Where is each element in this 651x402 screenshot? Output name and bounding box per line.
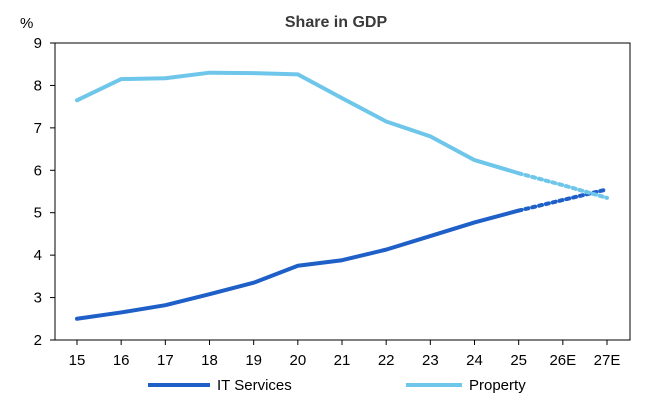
chart-title: Share in GDP — [285, 14, 388, 31]
plot-area-frame — [54, 42, 631, 341]
x-tick-label: 15 — [69, 352, 86, 369]
x-tick-label: 27E — [594, 352, 621, 369]
y-tick-label: 5 — [34, 205, 42, 222]
property-projection-line — [516, 171, 609, 200]
property-legend-label: Property — [469, 377, 526, 394]
it-services-series-line — [75, 208, 521, 321]
y-axis: 2 3 4 5 6 7 8 9 — [34, 35, 55, 349]
y-tick-label: 2 — [34, 332, 42, 349]
legend: IT Services Property — [148, 377, 526, 394]
x-tick-label: 19 — [245, 352, 262, 369]
y-tick-label: 7 — [34, 120, 42, 137]
y-tick-label: 4 — [34, 247, 42, 264]
x-tick-label: 16 — [113, 352, 130, 369]
x-tick-label: 18 — [201, 352, 218, 369]
x-tick-label: 22 — [378, 352, 395, 369]
x-axis: 15 16 17 18 19 20 21 22 23 24 25 26E 27E — [69, 340, 621, 369]
x-tick-label: 21 — [334, 352, 351, 369]
y-tick-label: 3 — [34, 290, 42, 307]
property-series-line — [75, 70, 521, 176]
y-tick-label: 6 — [34, 162, 42, 179]
x-tick-label: 24 — [466, 352, 483, 369]
y-tick-label: 9 — [34, 35, 42, 52]
x-tick-label: 23 — [422, 352, 439, 369]
x-tick-label: 17 — [157, 352, 174, 369]
x-tick-label: 26E — [549, 352, 576, 369]
y-tick-label: 8 — [34, 77, 42, 94]
x-tick-label: 25 — [510, 352, 527, 369]
y-axis-unit-label: % — [20, 15, 33, 32]
it-services-legend-label: IT Services — [217, 377, 292, 394]
series-lines — [75, 70, 609, 321]
x-tick-label: 20 — [289, 352, 306, 369]
